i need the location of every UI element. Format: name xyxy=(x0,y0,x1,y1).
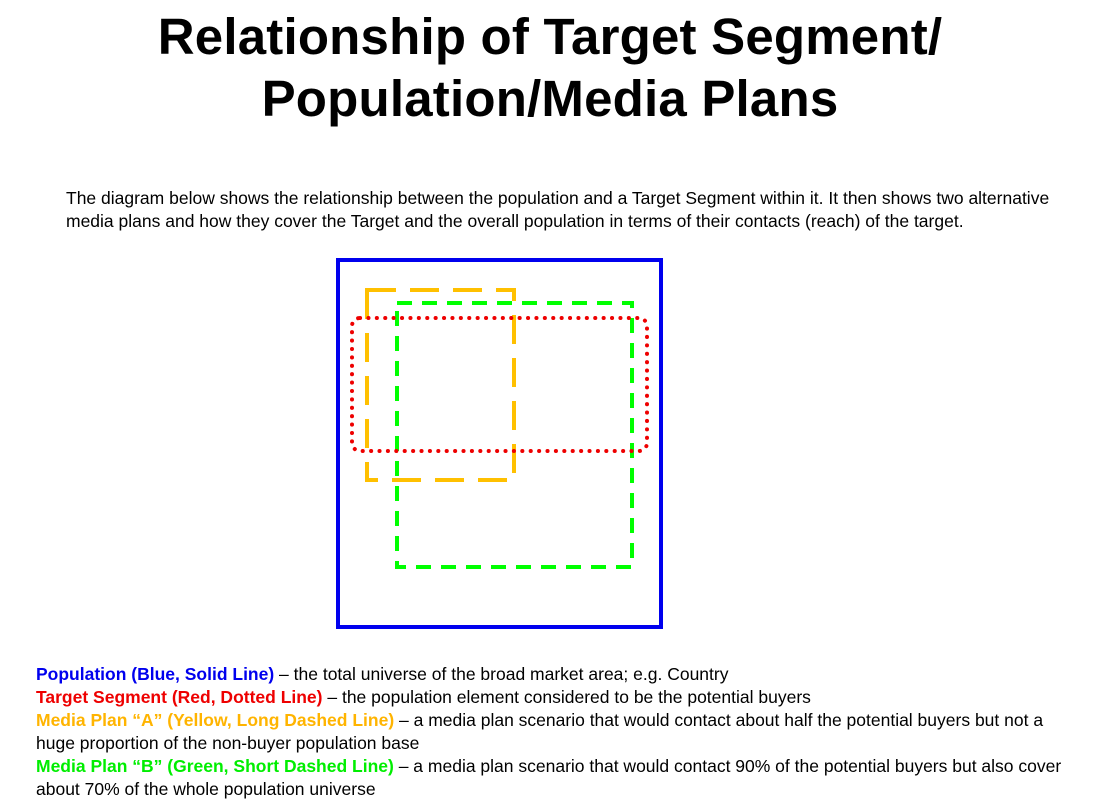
legend-desc-population: – the total universe of the broad market… xyxy=(274,664,729,684)
legend-desc-target-segment: – the population element considered to b… xyxy=(322,687,811,707)
legend-name-population: Population (Blue, Solid Line) xyxy=(36,664,275,684)
intro-paragraph: The diagram below shows the relationship… xyxy=(66,188,1050,231)
population-box xyxy=(336,258,663,629)
target-segment-box xyxy=(350,316,649,453)
legend-desc-media-plan-a: – a media plan scenario that would conta… xyxy=(36,710,1044,753)
title-line-1: Relationship of Target Segment/ xyxy=(157,8,943,65)
page-title: Relationship of Target Segment/ Populati… xyxy=(0,6,1100,130)
title-line-2: Population/Media Plans xyxy=(261,70,839,127)
legend-name-media-plan-a: Media Plan “A” (Yellow, Long Dashed Line… xyxy=(36,710,395,730)
legend-name-target-segment: Target Segment (Red, Dotted Line) xyxy=(36,687,323,707)
legend-item-target-segment: Target Segment (Red, Dotted Line) – the … xyxy=(36,686,1086,709)
media-plan-a-box xyxy=(365,288,516,482)
legend-name-media-plan-b: Media Plan “B” (Green, Short Dashed Line… xyxy=(36,756,394,776)
legend-desc-media-plan-b: – a media plan scenario that would conta… xyxy=(36,756,1062,799)
legend-item-population: Population (Blue, Solid Line) – the tota… xyxy=(36,663,1086,686)
legend: Population (Blue, Solid Line) – the tota… xyxy=(36,663,1086,801)
legend-item-media-plan-b: Media Plan “B” (Green, Short Dashed Line… xyxy=(36,755,1086,801)
legend-item-media-plan-a: Media Plan “A” (Yellow, Long Dashed Line… xyxy=(36,709,1086,755)
